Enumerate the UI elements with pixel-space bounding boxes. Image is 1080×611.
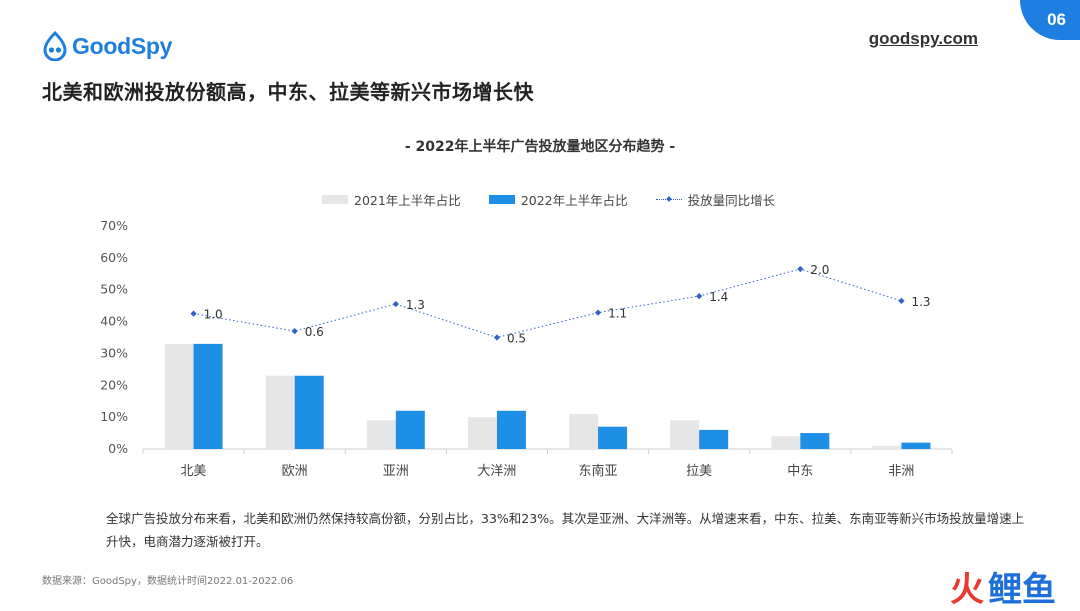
growth-point — [493, 334, 501, 341]
bar-2021 — [670, 420, 700, 449]
legend-swatch-2021 — [322, 195, 348, 204]
growth-line — [193, 268, 902, 339]
growth-point — [898, 297, 905, 304]
y-tick-label: 70% — [100, 218, 128, 233]
y-tick-label: 10% — [100, 409, 128, 424]
logo-icon — [43, 31, 67, 61]
growth-point — [797, 265, 804, 273]
bar-2022 — [699, 429, 729, 449]
bar-2021 — [467, 417, 497, 449]
x-tick-label: 拉美 — [686, 464, 712, 479]
growth-data-label: 1.4 — [709, 290, 728, 304]
growth-data-label: 2.0 — [810, 263, 829, 277]
x-tick-label: 大洋洲 — [477, 464, 516, 479]
legend-swatch-2022 — [488, 195, 515, 204]
growth-data-label: 1.1 — [608, 307, 627, 321]
x-tick-label: 北美 — [181, 464, 207, 479]
page-title: 北美和欧洲投放份额高，中东、拉美等新兴市场增长快 — [42, 80, 534, 104]
legend-label-growth: 投放量同比增长 — [687, 193, 776, 208]
bar-2022 — [193, 343, 223, 449]
growth-point — [190, 310, 197, 317]
site-link[interactable]: goodspy.com — [868, 29, 978, 48]
legend-label-2022: 2022年上半年占比 — [520, 193, 628, 208]
growth-data-label: 1.3 — [911, 295, 930, 309]
watermark-part1: 火 — [950, 570, 984, 610]
growth-point — [392, 300, 399, 308]
legend-item-2022: 2022年上半年占比 — [488, 190, 628, 209]
goodspy-logo: GoodSpy — [42, 28, 172, 64]
x-tick-label: 亚洲 — [383, 464, 409, 479]
y-tick-label: 30% — [100, 345, 128, 360]
legend-item-2021: 2021年上半年占比 — [322, 190, 461, 209]
bar-2022 — [294, 375, 324, 449]
x-tick-label: 欧洲 — [282, 464, 308, 479]
y-tick-label: 50% — [100, 282, 128, 297]
y-tick-label: 0% — [108, 441, 128, 456]
page-number: 06 — [1047, 10, 1066, 29]
x-tick-label: 东南亚 — [579, 463, 618, 479]
source-note: 数据来源：GoodSpy，数据统计时间2022.01-2022.06 — [42, 576, 294, 587]
y-tick-label: 20% — [100, 377, 128, 392]
bar-2021 — [872, 445, 902, 449]
legend-label-2021: 2021年上半年占比 — [354, 193, 461, 208]
bar-2022 — [901, 442, 931, 449]
description-text: 全球广告投放分布来看，北美和欧洲仍然保持较高份额，分别占比，33%和23%。其次… — [106, 511, 1025, 549]
chart-legend: 2021年上半年占比 2022年上半年占比 投放量同比增长 — [322, 190, 803, 209]
bar-2022 — [496, 410, 526, 449]
watermark-part2: 鲤鱼 — [988, 570, 1056, 610]
bar-2022 — [395, 410, 425, 449]
x-tick-label: 非洲 — [888, 464, 914, 479]
bar-2022 — [598, 426, 628, 449]
bar-2021 — [265, 375, 295, 449]
y-tick-label: 60% — [100, 250, 128, 265]
legend-item-growth: 投放量同比增长 — [655, 190, 776, 209]
growth-data-label: 1.0 — [204, 308, 223, 322]
growth-data-label: 1.3 — [406, 298, 425, 312]
chart-title: - 2022年上半年广告投放量地区分布趋势 - — [404, 139, 676, 155]
x-tick-label: 中东 — [787, 464, 813, 479]
y-tick-label: 40% — [100, 314, 128, 329]
legend-swatch-growth — [655, 195, 682, 204]
bar-2021 — [771, 436, 801, 449]
bar-2021 — [569, 413, 599, 449]
bar-2021 — [366, 420, 396, 449]
bar-2022 — [800, 433, 830, 449]
growth-point — [696, 292, 703, 300]
growth-point — [291, 328, 298, 335]
logo-text: GoodSpy — [72, 32, 173, 59]
growth-data-label: 0.6 — [305, 325, 324, 339]
growth-data-label: 0.5 — [507, 332, 526, 346]
bar-2021 — [164, 343, 194, 449]
watermark-logo: 火 鲤鱼 — [950, 562, 1056, 611]
growth-point — [594, 309, 602, 316]
